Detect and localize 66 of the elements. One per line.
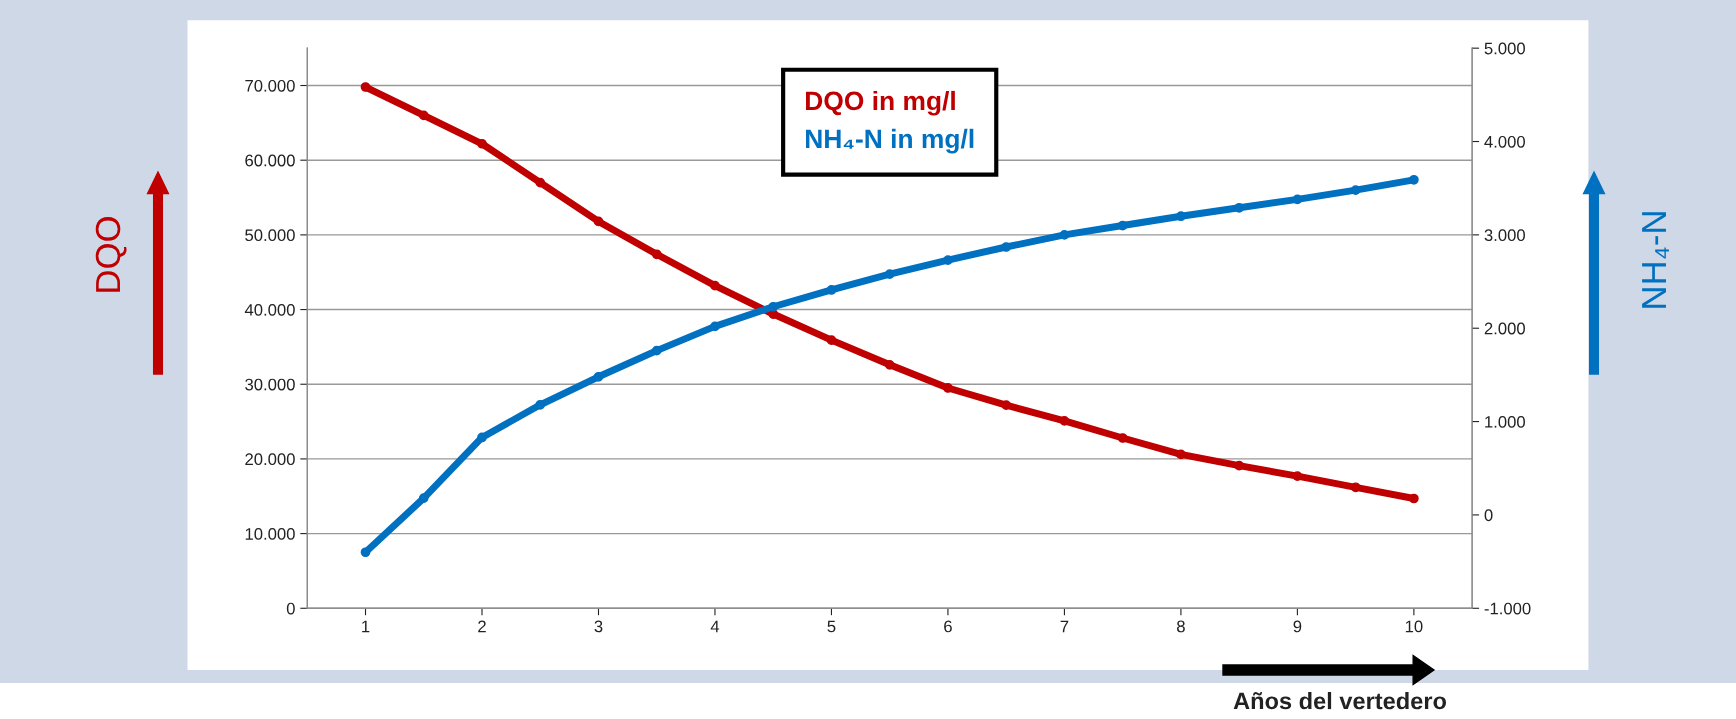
x-tick-label: 8 — [1177, 620, 1185, 633]
y-tick-label: 40.000 — [244, 303, 295, 316]
point — [710, 280, 720, 291]
y-tick-label: 60.000 — [245, 154, 295, 167]
point — [710, 321, 720, 332]
point — [535, 177, 546, 188]
x-tick-label: 7 — [1060, 620, 1069, 633]
y-tick-label: 30.000 — [245, 378, 295, 391]
y-tick-label: 20.000 — [245, 453, 295, 466]
y2-tick-label: 4.000 — [1484, 135, 1525, 148]
x-tick-label: 5 — [827, 620, 836, 633]
y-axis-title: DQO — [95, 217, 127, 292]
y2-tick-label: 5.000 — [1484, 42, 1525, 55]
point — [360, 82, 371, 92]
point — [943, 255, 953, 265]
point — [360, 547, 371, 558]
text: DQO in mg/l — [806, 90, 955, 116]
point — [1117, 433, 1128, 443]
y-tick-label: 0 — [286, 602, 295, 615]
x-tick-label: 9 — [1293, 620, 1302, 633]
point — [535, 399, 546, 410]
point — [593, 216, 604, 227]
point — [1059, 415, 1070, 426]
point — [1292, 471, 1303, 481]
point — [477, 432, 487, 443]
point — [768, 301, 779, 312]
y2-tick-label: 3.000 — [1484, 229, 1525, 242]
point — [943, 383, 953, 393]
y2-tick-label: -1.000 — [1484, 602, 1531, 615]
point — [1409, 493, 1419, 504]
point — [884, 359, 895, 370]
point — [418, 110, 429, 121]
x-tick-label: 3 — [594, 620, 603, 633]
point — [1292, 194, 1303, 205]
point — [1059, 230, 1070, 240]
x-tick-label: 4 — [710, 620, 720, 633]
point — [477, 138, 487, 149]
point — [884, 269, 895, 279]
y-tick-label: 50.000 — [245, 229, 295, 242]
point — [826, 285, 837, 295]
point — [418, 493, 429, 503]
point — [651, 345, 662, 356]
x-tick-label: 10 — [1405, 620, 1423, 633]
point — [1350, 482, 1361, 493]
y2-tick-label: 2.000 — [1484, 322, 1525, 335]
x-axis-title: Años del vertedero — [1233, 691, 1447, 710]
y2-tick-label: 0 — [1484, 509, 1493, 522]
point — [1117, 220, 1128, 231]
x-tick-label: 6 — [944, 620, 952, 633]
point — [1176, 449, 1186, 460]
point — [826, 335, 837, 346]
point — [1001, 242, 1012, 252]
y-tick-label: 10.000 — [245, 527, 295, 540]
point — [593, 371, 604, 382]
x-tick-label: 2 — [478, 620, 486, 633]
text: NH₄-N in mg/l — [806, 128, 974, 154]
point — [651, 249, 662, 260]
point — [1350, 185, 1361, 195]
y2-tick-label: 1.000 — [1485, 415, 1525, 428]
point — [1001, 400, 1012, 411]
y-tick-label: 70.000 — [245, 79, 295, 92]
x-tick-label: 1 — [362, 620, 370, 633]
point — [1409, 174, 1419, 185]
point — [1234, 202, 1245, 213]
point — [1176, 211, 1186, 222]
y2-axis-title: NH₄-N — [1642, 212, 1669, 308]
